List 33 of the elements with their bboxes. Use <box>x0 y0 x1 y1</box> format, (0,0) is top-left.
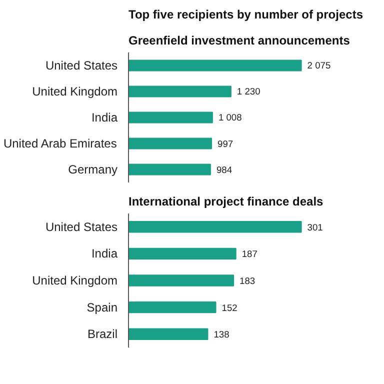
y-tick-label: Germany <box>68 162 118 176</box>
y-tick-label: United States <box>45 220 118 234</box>
chart-title: Top five recipients by number of projects <box>128 8 364 22</box>
data-label: 1 008 <box>218 112 242 122</box>
y-tick-label: India <box>91 110 118 124</box>
chart-title: International project finance deals <box>128 194 324 208</box>
data-label: 301 <box>307 222 323 232</box>
bar <box>128 112 213 124</box>
y-tick-label: United Arab Emirates <box>3 136 117 150</box>
data-label: 138 <box>214 330 230 340</box>
y-tick-label: United States <box>45 58 118 72</box>
bar <box>128 274 234 286</box>
data-label: 183 <box>240 276 256 286</box>
bar <box>128 221 302 233</box>
bar <box>128 86 232 98</box>
chart-subtitle: Greenfield investment announcements <box>128 34 350 48</box>
y-tick-label: Spain <box>86 300 118 314</box>
bar <box>128 60 302 72</box>
y-tick-label: United Kingdom <box>32 84 118 98</box>
y-tick-label: India <box>91 246 118 261</box>
bar <box>128 301 216 314</box>
data-label: 152 <box>222 302 238 313</box>
data-label: 984 <box>216 165 232 175</box>
y-tick-label: Brazil <box>87 327 118 342</box>
data-label: 2 075 <box>307 60 331 70</box>
bar <box>128 328 208 340</box>
y-tick-label: United Kingdom <box>32 274 118 288</box>
data-label: 187 <box>242 249 258 260</box>
bar <box>128 248 236 260</box>
data-label: 1 230 <box>236 86 260 96</box>
bar <box>128 164 211 176</box>
data-label: 997 <box>218 139 234 149</box>
bar <box>128 138 212 150</box>
